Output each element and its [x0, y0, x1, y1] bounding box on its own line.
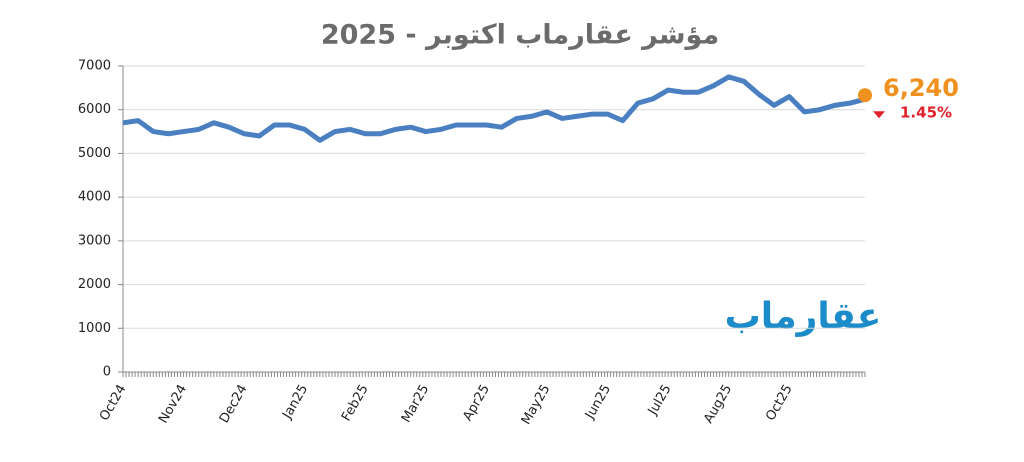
y-tick-label: 0	[103, 365, 111, 380]
x-tick-label: Jan25	[279, 382, 311, 422]
y-tick-label: 7000	[78, 59, 111, 74]
y-tick-label: 4000	[78, 190, 111, 205]
chart-title: مؤشر عقارماب اكتوبر - 2025	[321, 20, 719, 51]
y-tick-label: 2000	[78, 277, 111, 292]
x-tick-label: May25	[519, 382, 554, 427]
x-tick-label: Aug25	[701, 382, 735, 426]
down-arrow	[873, 111, 885, 119]
x-tick-label: Apr25	[460, 382, 493, 423]
x-tick-label: Feb25	[339, 382, 372, 424]
x-tick-label: Jun25	[582, 382, 614, 422]
x-tick-label: Mar25	[399, 382, 433, 425]
y-tick-label: 5000	[78, 146, 111, 161]
change-label: 1.45%	[900, 104, 952, 122]
last-value-label: 6,240	[883, 74, 959, 102]
x-tick-label: Oct24	[97, 382, 130, 423]
x-tick-label: Dec24	[217, 382, 251, 426]
x-tick-label: Nov24	[156, 382, 190, 426]
y-tick-label: 3000	[78, 233, 111, 248]
brand-logo: عقارماب	[725, 296, 882, 337]
line	[122, 74, 866, 143]
x-tick-label: Jul25	[645, 382, 675, 418]
x-tick-label: Oct25	[763, 382, 796, 423]
y-tick-label: 6000	[78, 102, 111, 117]
y-tick-label: 1000	[78, 321, 111, 336]
last-point	[858, 88, 872, 103]
